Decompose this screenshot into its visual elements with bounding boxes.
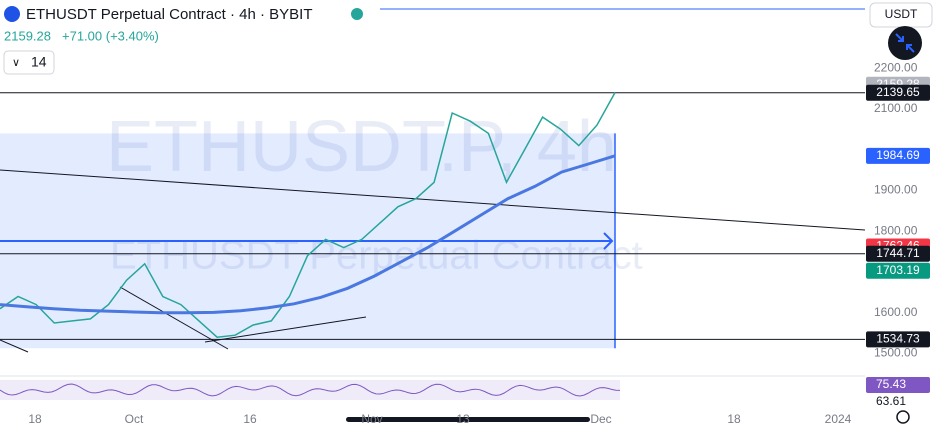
x-tick-label: Oct [125, 412, 144, 426]
currency: USDT [885, 7, 918, 21]
moving-average [0, 154, 616, 315]
price-badge [866, 331, 930, 348]
settings-icon[interactable] [896, 410, 910, 424]
y-tick-label: 1900.00 [874, 183, 918, 197]
x-tick-label: 2024 [825, 412, 852, 426]
y-tick-label: 2100.00 [874, 101, 918, 115]
interval: 14 [31, 54, 47, 70]
x-tick-label: 16 [243, 412, 257, 426]
rsi-badge [866, 377, 930, 393]
trend-line [204, 316, 367, 343]
collapse-button[interactable] [888, 26, 922, 60]
chevron: ∨ [12, 57, 20, 69]
logo [4, 6, 20, 22]
home-indicator [346, 417, 590, 422]
x-tick-label: Nov [361, 412, 382, 426]
symbol-title[interactable]: ETHUSDT Perpetual Contract · 4h · BYBIT [26, 6, 313, 23]
y-tick-label: 1800.00 [874, 223, 918, 237]
last-price: 2159.28 [4, 28, 51, 43]
plot: 2200.00 2100.00 1900.00 1800.00 1600.00 1500.… [0, 60, 930, 426]
price-badge [866, 147, 930, 164]
price-badge-label: 1703.19 [876, 263, 920, 277]
trend-line [0, 339, 29, 353]
x-tick-label: 13 [456, 412, 470, 426]
price-badge-label: 1534.73 [876, 332, 920, 346]
price-badge [866, 245, 930, 262]
price-badge-label: 1984.69 [876, 148, 920, 162]
status-dot [351, 8, 363, 20]
price-change: +71.00 (+3.40%) [62, 28, 159, 43]
trend-line [119, 286, 229, 350]
watermark-symbol: ETHUSDT.P, 4h [106, 107, 617, 187]
indicator-toggle[interactable] [3, 50, 55, 75]
price-badge [866, 262, 930, 279]
x-tick-label: Dec [590, 412, 611, 426]
arrow [0, 232, 614, 250]
y-tick-label: 2200.00 [874, 60, 918, 74]
price-line [0, 92, 616, 338]
rsi-label: 63.61 [876, 394, 906, 408]
price-badge-label: 1744.71 [876, 246, 920, 260]
x-tick-label: 18 [28, 412, 42, 426]
x-tick-label: 18 [727, 412, 741, 426]
price-badge-label: 2139.65 [876, 85, 920, 99]
rsi-label: 75.43 [876, 377, 906, 391]
collapse-icon [895, 33, 915, 53]
y-tick-label: 1600.00 [874, 305, 918, 319]
price-badge [866, 84, 930, 101]
trend-line [0, 169, 866, 231]
rsi-line [0, 383, 621, 397]
y-tick-label: 1500.00 [874, 346, 918, 360]
